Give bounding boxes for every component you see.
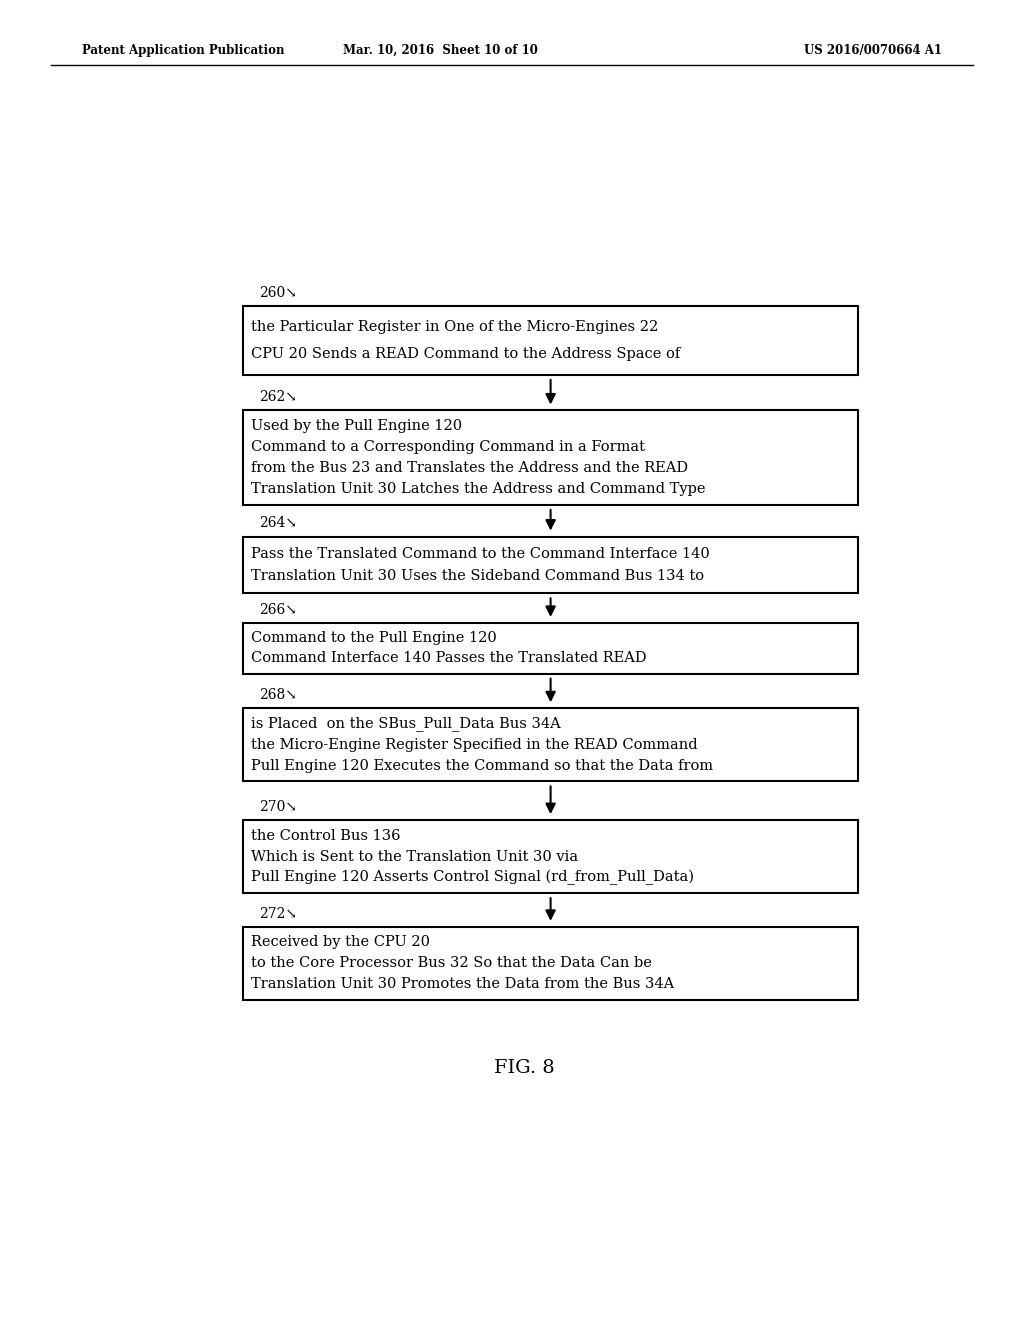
Bar bbox=[243, 623, 858, 673]
Text: Received by the CPU 20: Received by the CPU 20 bbox=[251, 936, 430, 949]
Text: Patent Application Publication: Patent Application Publication bbox=[82, 44, 285, 57]
Text: 264↘: 264↘ bbox=[259, 516, 297, 531]
Text: Pull Engine 120 Asserts Control Signal (rd_from_Pull_Data): Pull Engine 120 Asserts Control Signal (… bbox=[251, 870, 694, 886]
Text: Command to the Pull Engine 120: Command to the Pull Engine 120 bbox=[251, 631, 497, 645]
Text: the Micro-Engine Register Specified in the READ Command: the Micro-Engine Register Specified in t… bbox=[251, 738, 697, 752]
Text: 270↘: 270↘ bbox=[259, 800, 297, 814]
Text: to the Core Processor Bus 32 So that the Data Can be: to the Core Processor Bus 32 So that the… bbox=[251, 957, 652, 970]
Text: US 2016/0070664 A1: US 2016/0070664 A1 bbox=[804, 44, 942, 57]
Text: Mar. 10, 2016  Sheet 10 of 10: Mar. 10, 2016 Sheet 10 of 10 bbox=[343, 44, 538, 57]
Text: 268↘: 268↘ bbox=[259, 688, 297, 702]
Text: 262↘: 262↘ bbox=[259, 391, 297, 404]
Bar bbox=[243, 536, 858, 594]
Bar bbox=[243, 709, 858, 781]
Text: from the Bus 23 and Translates the Address and the READ: from the Bus 23 and Translates the Addre… bbox=[251, 461, 688, 475]
Text: Translation Unit 30 Uses the Sideband Command Bus 134 to: Translation Unit 30 Uses the Sideband Co… bbox=[251, 569, 705, 583]
Bar bbox=[243, 927, 858, 1001]
Text: the Particular Register in One of the Micro-Engines 22: the Particular Register in One of the Mi… bbox=[251, 319, 658, 334]
Text: Command to a Corresponding Command in a Format: Command to a Corresponding Command in a … bbox=[251, 441, 645, 454]
Text: 260↘: 260↘ bbox=[259, 285, 297, 300]
Bar bbox=[243, 411, 858, 506]
Text: 266↘: 266↘ bbox=[259, 603, 297, 616]
Text: Used by the Pull Engine 120: Used by the Pull Engine 120 bbox=[251, 420, 462, 433]
Text: Which is Sent to the Translation Unit 30 via: Which is Sent to the Translation Unit 30… bbox=[251, 850, 579, 863]
Text: Pass the Translated Command to the Command Interface 140: Pass the Translated Command to the Comma… bbox=[251, 546, 710, 561]
Text: Translation Unit 30 Promotes the Data from the Bus 34A: Translation Unit 30 Promotes the Data fr… bbox=[251, 977, 674, 991]
Text: is Placed  on the SBus_Pull_Data Bus 34A: is Placed on the SBus_Pull_Data Bus 34A bbox=[251, 717, 561, 731]
Bar bbox=[243, 820, 858, 894]
Text: the Control Bus 136: the Control Bus 136 bbox=[251, 829, 400, 842]
Text: Command Interface 140 Passes the Translated READ: Command Interface 140 Passes the Transla… bbox=[251, 652, 646, 665]
Text: FIG. 8: FIG. 8 bbox=[495, 1059, 555, 1077]
Bar bbox=[243, 306, 858, 375]
Text: Pull Engine 120 Executes the Command so that the Data from: Pull Engine 120 Executes the Command so … bbox=[251, 759, 713, 772]
Text: 272↘: 272↘ bbox=[259, 907, 297, 921]
Text: CPU 20 Sends a READ Command to the Address Space of: CPU 20 Sends a READ Command to the Addre… bbox=[251, 347, 680, 362]
Text: Translation Unit 30 Latches the Address and Command Type: Translation Unit 30 Latches the Address … bbox=[251, 482, 706, 496]
